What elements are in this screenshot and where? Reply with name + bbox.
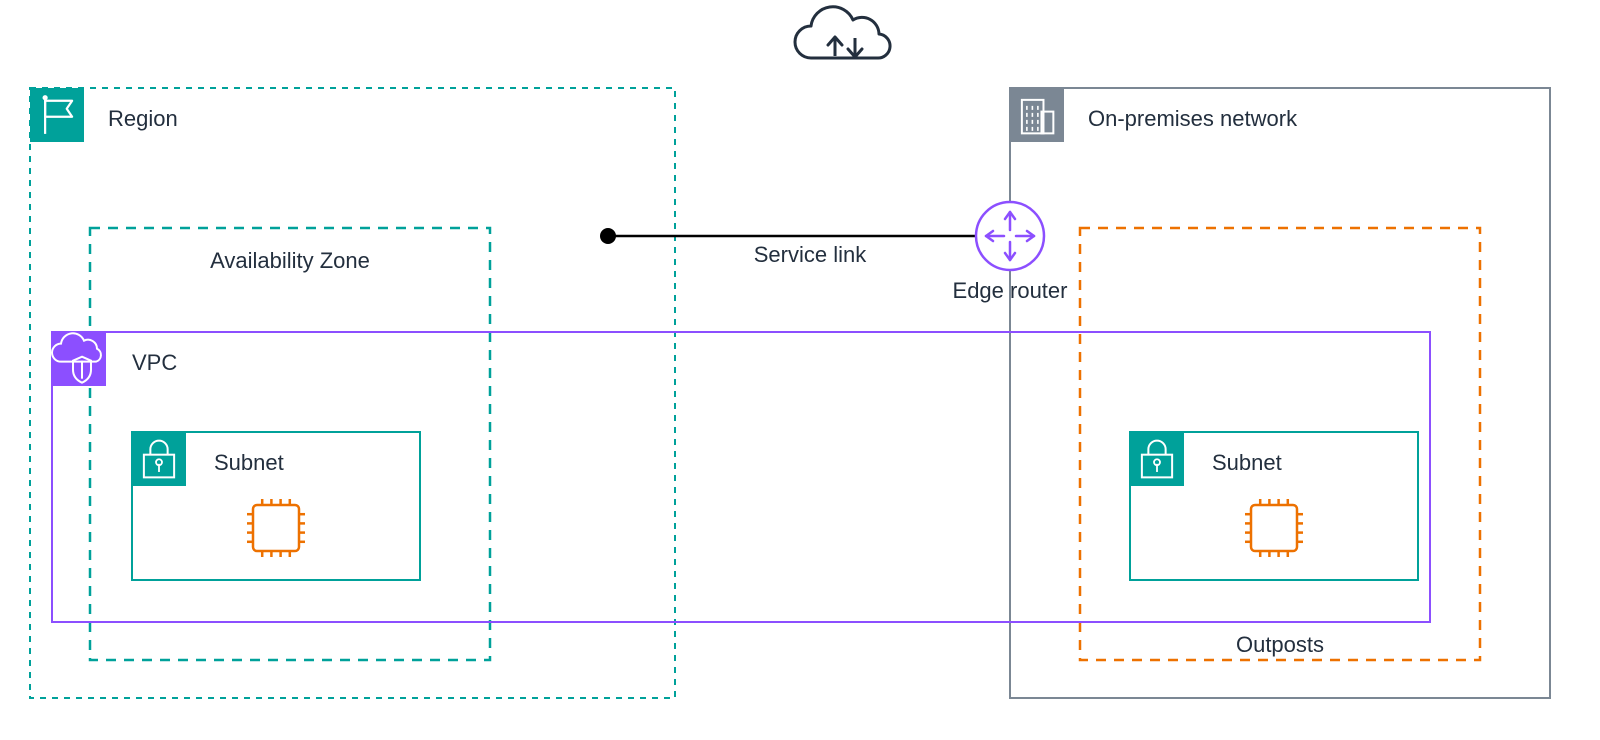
cloud-icon — [795, 7, 890, 58]
service-link-label: Service link — [754, 242, 867, 267]
onprem-label: On-premises network — [1088, 106, 1298, 131]
edge-router-icon — [976, 202, 1044, 270]
onprem-building-icon — [1010, 88, 1064, 142]
subnet-lock-icon — [1130, 432, 1184, 486]
vpc-cloud-icon — [52, 332, 106, 386]
subnet-right-label: Subnet — [1212, 450, 1282, 475]
availability-zone-label: Availability Zone — [210, 248, 370, 273]
architecture-diagram: Region Availability Zone VPC On-premises… — [0, 0, 1600, 740]
edge-router-label: Edge router — [953, 278, 1068, 303]
region-label: Region — [108, 106, 178, 131]
subnet-left-label: Subnet — [214, 450, 284, 475]
outposts-label: Outposts — [1236, 632, 1324, 657]
subnet-lock-icon — [132, 432, 186, 486]
region-box — [30, 88, 675, 698]
vpc-label: VPC — [132, 350, 177, 375]
instance-chip-icon — [247, 499, 305, 557]
onprem-box — [1010, 88, 1550, 698]
instance-chip-icon — [1245, 499, 1303, 557]
region-flag-icon — [30, 88, 84, 142]
vpc-box — [52, 332, 1430, 622]
